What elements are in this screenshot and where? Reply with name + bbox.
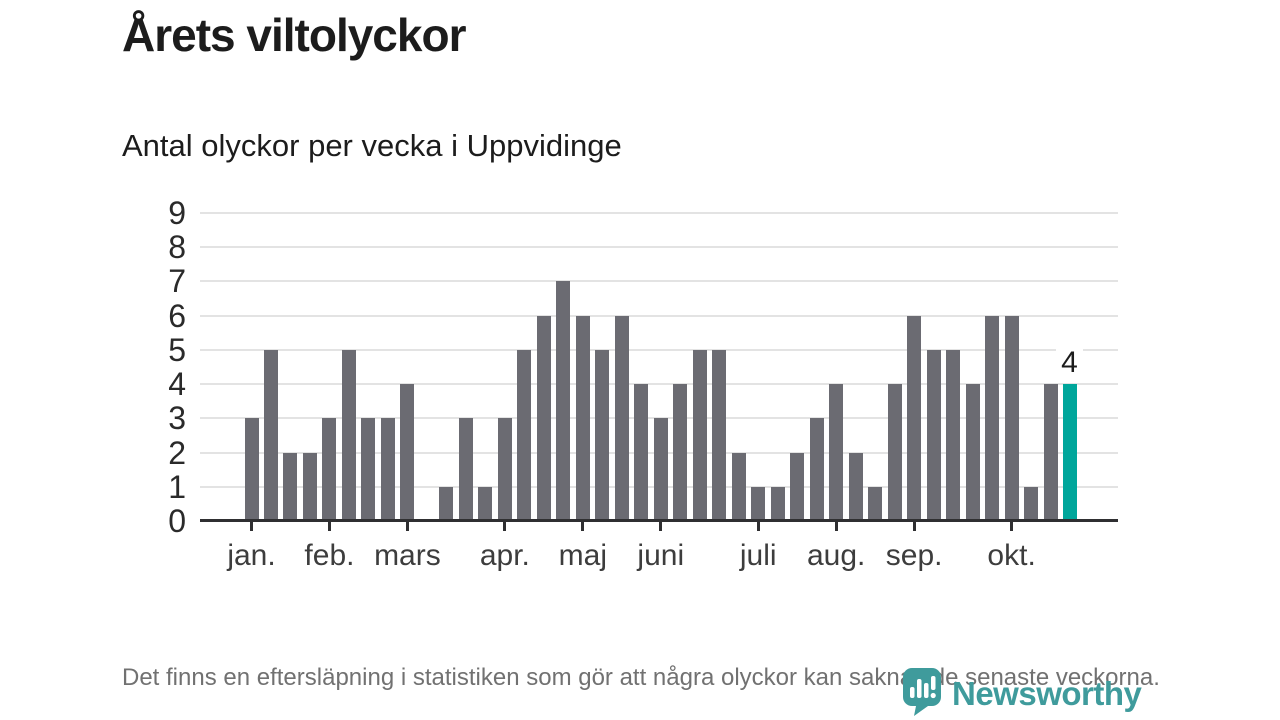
bar bbox=[478, 486, 493, 521]
bar bbox=[1043, 384, 1058, 521]
bar bbox=[497, 418, 512, 521]
y-axis-label: 3 bbox=[168, 400, 186, 437]
bar bbox=[868, 486, 883, 521]
bar bbox=[341, 349, 356, 521]
chart-subtitle: Antal olyckor per vecka i Uppvidinge bbox=[122, 128, 622, 163]
footnote: Det finns en eftersläpning i statistiken… bbox=[122, 664, 1160, 691]
bar bbox=[400, 384, 415, 521]
x-axis-tick bbox=[1010, 522, 1014, 531]
bar bbox=[458, 418, 473, 521]
y-axis-label: 6 bbox=[168, 297, 186, 334]
x-axis-tick bbox=[659, 522, 663, 531]
y-axis-label: 7 bbox=[168, 263, 186, 300]
x-axis-tick bbox=[405, 522, 409, 531]
bar bbox=[673, 384, 688, 521]
grid-line bbox=[200, 383, 1118, 386]
grid-line bbox=[200, 246, 1118, 249]
bar bbox=[907, 315, 922, 521]
grid-line bbox=[200, 348, 1118, 351]
x-axis-tick bbox=[250, 522, 253, 531]
bar bbox=[361, 418, 376, 521]
bar bbox=[751, 486, 766, 521]
bar bbox=[536, 315, 551, 521]
y-axis-label: 8 bbox=[168, 229, 186, 266]
bar bbox=[1063, 384, 1078, 521]
bar bbox=[575, 315, 590, 521]
x-axis-month-label: apr. bbox=[479, 539, 530, 572]
y-axis-label: 0 bbox=[168, 503, 186, 539]
x-axis-tick bbox=[581, 522, 585, 531]
bar-chart: 0 1 2 3 4 5 6 7 8 9 jan. feb. mars apr. maj juni juli aug… bbox=[168, 197, 1118, 572]
bar bbox=[302, 452, 317, 521]
x-axis-month-label: maj bbox=[558, 539, 607, 572]
grid-line bbox=[200, 212, 1118, 214]
bar bbox=[692, 349, 707, 521]
bar bbox=[770, 486, 785, 521]
page-title: Årets viltolyckor bbox=[122, 9, 466, 61]
bar bbox=[283, 452, 298, 521]
bar bbox=[1024, 486, 1039, 521]
x-axis-tick bbox=[327, 522, 331, 531]
x-axis-month-label: juni bbox=[637, 539, 685, 572]
bar bbox=[946, 349, 961, 521]
brand-name: Newsworthy bbox=[952, 674, 1142, 712]
bar bbox=[926, 349, 941, 521]
bar bbox=[439, 486, 454, 521]
x-axis-month-label: okt. bbox=[987, 539, 1036, 572]
x-axis-month-label: jan. bbox=[227, 539, 276, 572]
bar bbox=[614, 315, 629, 521]
bar bbox=[556, 281, 571, 521]
y-axis-label: 5 bbox=[168, 331, 186, 368]
bar bbox=[712, 349, 727, 521]
bar bbox=[634, 384, 649, 521]
x-axis-line bbox=[200, 519, 1118, 522]
bar bbox=[829, 384, 844, 521]
bar bbox=[263, 349, 278, 521]
x-axis-month-label: mars bbox=[374, 539, 441, 572]
y-axis-label: 2 bbox=[168, 434, 186, 471]
x-axis-tick bbox=[503, 522, 507, 531]
bar bbox=[887, 384, 902, 521]
x-axis-tick bbox=[912, 522, 916, 531]
bar bbox=[985, 315, 1000, 521]
y-axis-label: 1 bbox=[168, 468, 186, 505]
x-axis-tick bbox=[834, 522, 838, 531]
bar bbox=[809, 418, 824, 521]
x-axis-tick bbox=[756, 522, 760, 531]
x-axis-month-label: aug. bbox=[806, 539, 866, 572]
y-axis-label: 9 bbox=[168, 195, 186, 231]
bar bbox=[848, 452, 863, 521]
bar bbox=[595, 349, 610, 521]
y-axis-label: 4 bbox=[168, 366, 186, 403]
x-axis-month-label: feb. bbox=[304, 539, 355, 572]
grid-line bbox=[200, 314, 1118, 317]
bar bbox=[653, 418, 668, 521]
grid-line bbox=[200, 280, 1118, 283]
bar bbox=[965, 384, 980, 521]
grid-line bbox=[200, 417, 1118, 420]
bar bbox=[517, 349, 532, 521]
bar bbox=[731, 452, 746, 521]
bar bbox=[790, 452, 805, 521]
newsworthy-logo-icon bbox=[901, 666, 943, 720]
bar bbox=[1004, 315, 1019, 521]
bar bbox=[380, 418, 395, 521]
x-axis-month-label: sep. bbox=[885, 539, 943, 572]
highlight-value-label: 4 bbox=[1056, 346, 1083, 381]
bar bbox=[322, 418, 337, 521]
x-axis-month-label: juli bbox=[739, 539, 777, 572]
bar bbox=[244, 418, 259, 521]
newsworthy-logo: Newsworthy bbox=[901, 666, 1142, 720]
